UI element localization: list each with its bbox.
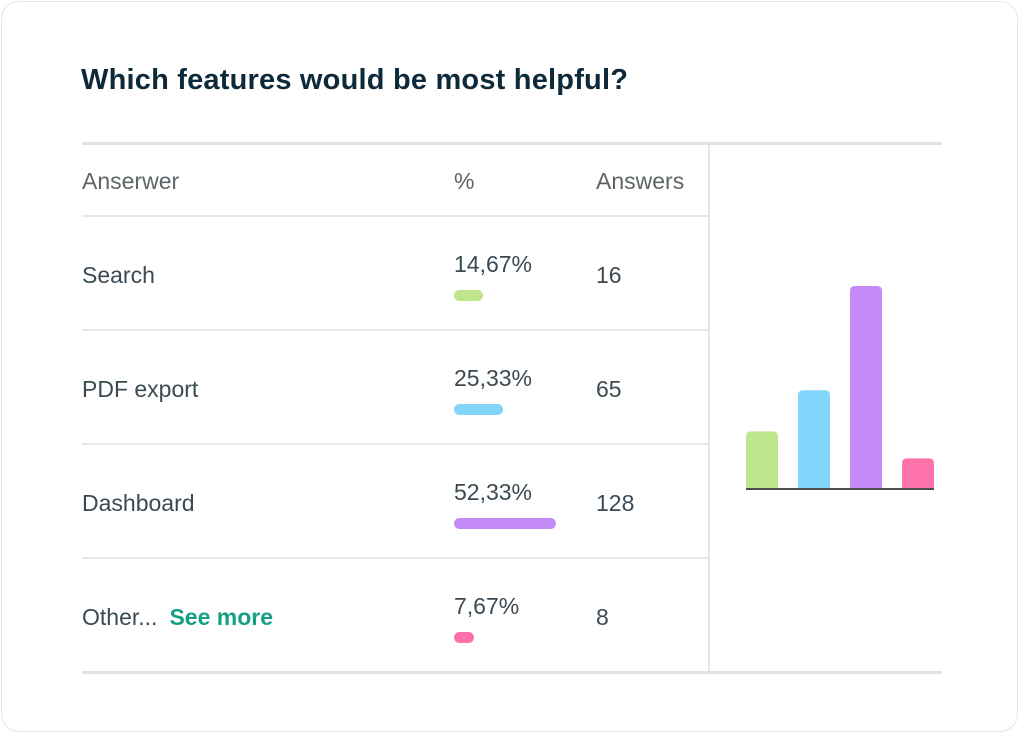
chart-bar-dashboard	[850, 286, 882, 488]
see-more-link[interactable]: See more	[169, 604, 273, 630]
percent-bar-other	[454, 632, 474, 643]
row-separator	[82, 443, 708, 445]
row-separator	[82, 329, 708, 331]
percent-bar-search	[454, 290, 483, 301]
row-separator	[82, 557, 708, 559]
row-percent-other: 7,67%	[454, 593, 520, 619]
percent-bar-pdf-export	[454, 404, 503, 415]
chart-bar-other	[902, 458, 934, 488]
row-percent-dashboard: 52,33%	[454, 479, 533, 505]
header-answer: Anserwer	[82, 168, 180, 194]
header-percent: %	[454, 168, 475, 194]
row-separator	[82, 215, 708, 217]
row-count-other: 8	[596, 604, 609, 630]
row-label-other: Other... See more	[82, 604, 273, 631]
row-percent-search: 14,67%	[454, 251, 533, 277]
row-label-search: Search	[82, 262, 155, 288]
row-count-pdf-export: 65	[596, 376, 622, 402]
table-bottom-rule	[82, 671, 942, 674]
chart-bar-pdf-export	[798, 390, 830, 488]
bar-chart	[746, 286, 934, 490]
table-chart-divider	[708, 145, 710, 671]
table-top-rule	[82, 142, 942, 145]
header-answers: Answers	[596, 168, 685, 194]
row-label-pdf-export: PDF export	[82, 376, 199, 402]
row-label-dashboard: Dashboard	[82, 490, 195, 516]
chart-bar-search	[746, 431, 778, 488]
row-label-other-text: Other...	[82, 604, 158, 630]
percent-bar-dashboard	[454, 518, 556, 529]
row-count-search: 16	[596, 262, 622, 288]
question-title: Which features would be most helpful?	[81, 64, 629, 96]
row-percent-pdf-export: 25,33%	[454, 365, 533, 391]
row-count-dashboard: 128	[596, 490, 635, 516]
